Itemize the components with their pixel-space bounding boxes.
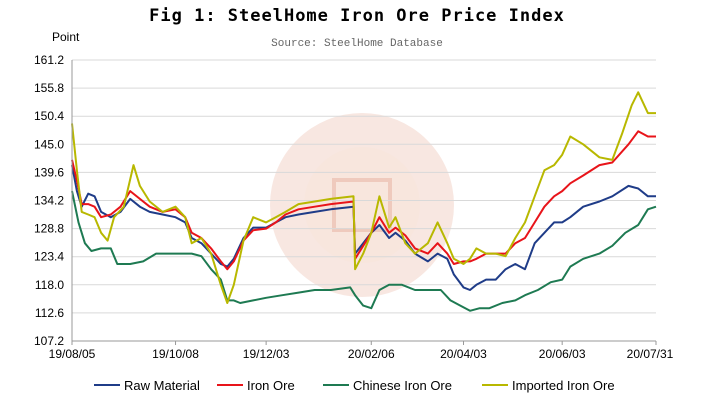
axes <box>71 60 657 345</box>
y-tick-label: 123.4 <box>34 250 64 264</box>
grid-lines <box>72 59 656 342</box>
x-tick-label: 19/08/05 <box>49 347 96 361</box>
y-axis-label: Point <box>52 30 80 44</box>
y-tick-label: 155.8 <box>34 81 64 95</box>
legend-label: Chinese Iron Ore <box>353 378 452 393</box>
y-tick-label: 107.2 <box>34 334 64 348</box>
series-group <box>71 91 657 312</box>
x-tick-labels: 19/08/05 19/10/08 19/12/03 20/02/06 20/04/03… <box>49 347 674 361</box>
chart-subtitle: Source: SteelHome Database <box>271 38 443 50</box>
x-tick-label: 20/07/31 <box>627 347 674 361</box>
series-line-raw-material <box>71 164 656 291</box>
series-line-imported-iron-ore <box>71 91 656 304</box>
y-tick-label: 139.6 <box>34 165 64 179</box>
watermark-logo <box>270 113 454 297</box>
series-line-iron-ore <box>71 130 656 271</box>
legend-label: Imported Iron Ore <box>512 378 615 393</box>
x-tick-label: 20/04/03 <box>440 347 487 361</box>
y-tick-label: 150.4 <box>34 109 64 123</box>
y-tick-label: 128.8 <box>34 222 64 236</box>
x-tick-label: 19/12/03 <box>243 347 290 361</box>
y-tick-label: 134.2 <box>34 194 64 208</box>
watermark-inner-circle <box>304 147 420 263</box>
legend-label: Raw Material <box>124 378 200 393</box>
legend: Raw Material Iron Ore Chinese Iron Ore Impo… <box>94 378 615 393</box>
y-tick-label: 118.0 <box>35 278 64 292</box>
y-tick-labels: 161.2 155.8 150.4 145.0 139.6 134.2 128.8 123.4… <box>34 53 64 348</box>
x-tick-label: 19/10/08 <box>152 347 199 361</box>
legend-label: Iron Ore <box>247 378 295 393</box>
x-tick-label: 20/02/06 <box>348 347 395 361</box>
x-tick-label: 20/06/03 <box>539 347 586 361</box>
y-tick-label: 145.0 <box>34 137 64 151</box>
chart-title: Fig 1: SteelHome Iron Ore Price Index <box>149 6 565 26</box>
series-line-chinese-iron-ore <box>71 190 657 312</box>
y-tick-label: 161.2 <box>34 53 64 67</box>
watermark-seal <box>332 178 392 232</box>
y-tick-label: 112.6 <box>35 306 64 320</box>
